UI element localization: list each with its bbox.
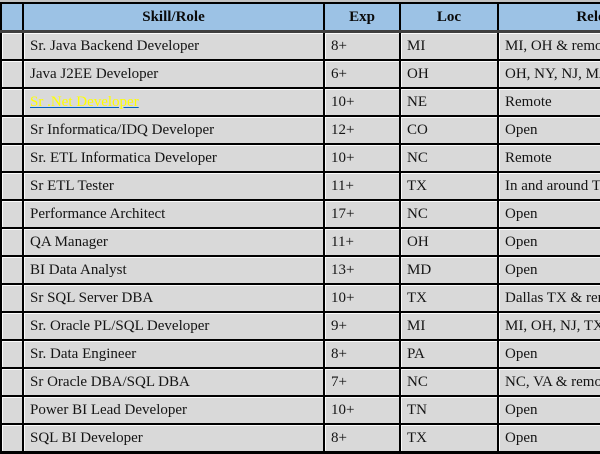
table-row: Java J2EE Developer 6+ OH OH, NY, NJ, MA	[0, 59, 600, 89]
relocation-cell: NC, VA & remote	[497, 367, 600, 397]
exp-cell: 11+	[323, 227, 401, 257]
table-top-edge-line	[0, 0, 600, 2]
skill-cell: Sr. ETL Informatica Developer	[22, 143, 325, 173]
relocation-cell: Open	[497, 395, 600, 425]
exp-cell: 11+	[323, 171, 401, 201]
index-cell	[0, 283, 24, 313]
index-cell	[0, 87, 24, 117]
exp-cell: 8+	[323, 339, 401, 369]
index-cell	[0, 311, 24, 341]
skill-cell: BI Data Analyst	[22, 255, 325, 285]
exp-cell: 13+	[323, 255, 401, 285]
relocation-cell: MI, OH, NJ, TX	[497, 311, 600, 341]
table-row: Sr. ETL Informatica Developer 10+ NC Rem…	[0, 143, 600, 173]
table-row: Sr ETL Tester 11+ TX In and around TX	[0, 171, 600, 201]
loc-cell: NC	[399, 199, 499, 229]
relocation-cell: Open	[497, 199, 600, 229]
table-row: BI Data Analyst 13+ MD Open	[0, 255, 600, 285]
table-row: Power BI Lead Developer 10+ TN Open	[0, 395, 600, 425]
skill-cell: Sr. Java Backend Developer	[22, 30, 325, 61]
loc-cell: MI	[399, 311, 499, 341]
relocation-cell: Remote	[497, 143, 600, 173]
loc-cell: OH	[399, 59, 499, 89]
index-cell	[0, 367, 24, 397]
relocation-cell: Dallas TX & remote	[497, 283, 600, 313]
header-row: Skill/Role Exp Loc Relocation	[0, 2, 600, 33]
loc-cell: NC	[399, 143, 499, 173]
table-row: Sr. Java Backend Developer 8+ MI MI, OH …	[0, 30, 600, 61]
skill-cell: Performance Architect	[22, 199, 325, 229]
loc-cell: OH	[399, 227, 499, 257]
table-row: Sr .Net Developer 10+ NE Remote	[0, 87, 600, 117]
loc-cell: CO	[399, 115, 499, 145]
loc-cell: MD	[399, 255, 499, 285]
skill-cell: Sr. Oracle PL/SQL Developer	[22, 311, 325, 341]
column-header-exp: Exp	[323, 2, 401, 33]
exp-cell: 10+	[323, 283, 401, 313]
loc-cell: TX	[399, 171, 499, 201]
skill-cell: Sr SQL Server DBA	[22, 283, 325, 313]
exp-cell: 12+	[323, 115, 401, 145]
loc-cell: NE	[399, 87, 499, 117]
exp-cell: 10+	[323, 87, 401, 117]
relocation-cell: Open	[497, 339, 600, 369]
relocation-cell: OH, NY, NJ, MA	[497, 59, 600, 89]
index-cell	[0, 255, 24, 285]
index-cell	[0, 143, 24, 173]
exp-cell: 9+	[323, 311, 401, 341]
exp-cell: 6+	[323, 59, 401, 89]
loc-cell: TN	[399, 395, 499, 425]
table-row: Sr Informatica/IDQ Developer 12+ CO Open	[0, 115, 600, 145]
skill-cell: Sr Informatica/IDQ Developer	[22, 115, 325, 145]
skill-cell: Sr. Data Engineer	[22, 339, 325, 369]
table-row: Sr SQL Server DBA 10+ TX Dallas TX & rem…	[0, 283, 600, 313]
loc-cell: TX	[399, 423, 499, 454]
index-cell	[0, 115, 24, 145]
skill-cell: Power BI Lead Developer	[22, 395, 325, 425]
exp-cell: 17+	[323, 199, 401, 229]
exp-cell: 10+	[323, 143, 401, 173]
relocation-cell: Open	[497, 115, 600, 145]
index-cell	[0, 30, 24, 61]
index-cell	[0, 395, 24, 425]
index-cell	[0, 199, 24, 229]
relocation-cell: Open	[497, 227, 600, 257]
table-row: Sr Oracle DBA/SQL DBA 7+ NC NC, VA & rem…	[0, 367, 600, 397]
relocation-cell: Remote	[497, 87, 600, 117]
table-row: SQL BI Developer 8+ TX Open	[0, 423, 600, 454]
column-header-loc: Loc	[399, 2, 499, 33]
loc-cell: PA	[399, 339, 499, 369]
index-cell	[0, 227, 24, 257]
column-header-relocation: Relocation	[497, 2, 600, 33]
index-cell	[0, 59, 24, 89]
index-cell	[0, 423, 24, 454]
relocation-cell: MI, OH & remote	[497, 30, 600, 61]
index-cell	[0, 171, 24, 201]
loc-cell: MI	[399, 30, 499, 61]
table-row: Sr. Data Engineer 8+ PA Open	[0, 339, 600, 369]
skill-cell: Sr ETL Tester	[22, 171, 325, 201]
table-row: Performance Architect 17+ NC Open	[0, 199, 600, 229]
exp-cell: 8+	[323, 423, 401, 454]
skill-cell: QA Manager	[22, 227, 325, 257]
index-cell	[0, 339, 24, 369]
skill-cell: SQL BI Developer	[22, 423, 325, 454]
skill-cell: Sr .Net Developer	[22, 87, 325, 117]
column-header-index	[0, 2, 24, 33]
table-row: Sr. Oracle PL/SQL Developer 9+ MI MI, OH…	[0, 311, 600, 341]
relocation-cell: Open	[497, 423, 600, 454]
relocation-cell: Open	[497, 255, 600, 285]
loc-cell: TX	[399, 283, 499, 313]
column-header-skill-role: Skill/Role	[22, 2, 325, 33]
skill-cell: Sr Oracle DBA/SQL DBA	[22, 367, 325, 397]
sr-net-developer-link[interactable]: Sr .Net Developer	[30, 93, 139, 110]
relocation-cell: In and around TX	[497, 171, 600, 201]
exp-cell: 7+	[323, 367, 401, 397]
loc-cell: NC	[399, 367, 499, 397]
table-row: QA Manager 11+ OH Open	[0, 227, 600, 257]
exp-cell: 10+	[323, 395, 401, 425]
exp-cell: 8+	[323, 30, 401, 61]
skill-cell: Java J2EE Developer	[22, 59, 325, 89]
